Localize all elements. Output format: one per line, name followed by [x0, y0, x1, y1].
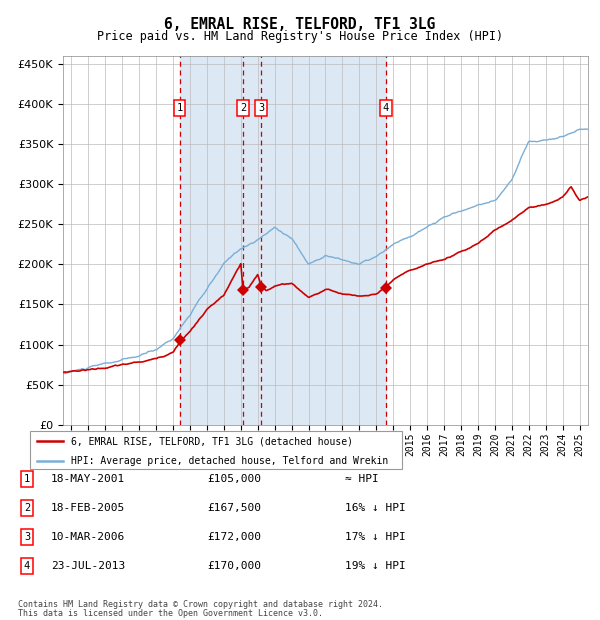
Text: 3: 3	[258, 103, 264, 113]
Text: £170,000: £170,000	[207, 561, 261, 571]
Text: Contains HM Land Registry data © Crown copyright and database right 2024.: Contains HM Land Registry data © Crown c…	[18, 600, 383, 609]
Bar	[179, 56, 243, 425]
Text: £167,500: £167,500	[207, 503, 261, 513]
Text: 2: 2	[240, 103, 246, 113]
Text: HPI: Average price, detached house, Telford and Wrekin: HPI: Average price, detached house, Telf…	[71, 456, 388, 466]
Text: 4: 4	[383, 103, 389, 113]
Text: 4: 4	[24, 561, 30, 571]
Text: 10-MAR-2006: 10-MAR-2006	[51, 532, 125, 542]
Text: 3: 3	[24, 532, 30, 542]
Text: 18-MAY-2001: 18-MAY-2001	[51, 474, 125, 484]
Text: £105,000: £105,000	[207, 474, 261, 484]
Text: 1: 1	[176, 103, 182, 113]
FancyBboxPatch shape	[30, 431, 402, 469]
Text: This data is licensed under the Open Government Licence v3.0.: This data is licensed under the Open Gov…	[18, 608, 323, 618]
Text: 6, EMRAL RISE, TELFORD, TF1 3LG (detached house): 6, EMRAL RISE, TELFORD, TF1 3LG (detache…	[71, 436, 353, 446]
Text: £172,000: £172,000	[207, 532, 261, 542]
Text: 2: 2	[24, 503, 30, 513]
Text: 23-JUL-2013: 23-JUL-2013	[51, 561, 125, 571]
Bar	[261, 56, 386, 425]
Text: 18-FEB-2005: 18-FEB-2005	[51, 503, 125, 513]
Bar	[243, 56, 261, 425]
Text: 19% ↓ HPI: 19% ↓ HPI	[345, 561, 406, 571]
Text: 6, EMRAL RISE, TELFORD, TF1 3LG: 6, EMRAL RISE, TELFORD, TF1 3LG	[164, 17, 436, 32]
Text: 1: 1	[24, 474, 30, 484]
Text: 17% ↓ HPI: 17% ↓ HPI	[345, 532, 406, 542]
Text: ≈ HPI: ≈ HPI	[345, 474, 379, 484]
Text: Price paid vs. HM Land Registry's House Price Index (HPI): Price paid vs. HM Land Registry's House …	[97, 30, 503, 43]
Text: 16% ↓ HPI: 16% ↓ HPI	[345, 503, 406, 513]
